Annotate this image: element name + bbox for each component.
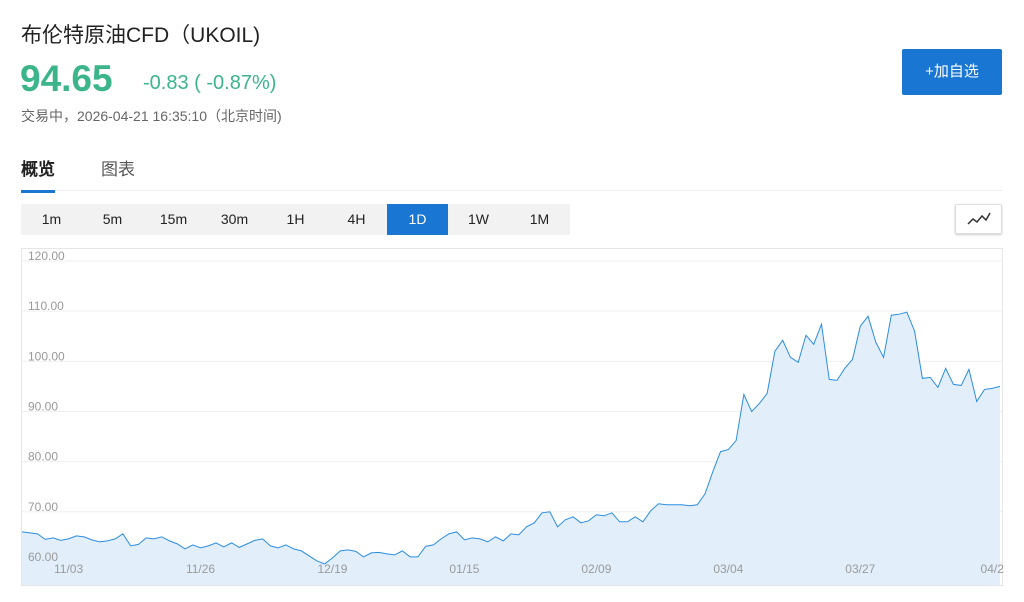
add-watchlist-button[interactable]: +加自选 xyxy=(902,49,1002,95)
interval-button[interactable]: 1H xyxy=(286,211,305,227)
interval-button[interactable]: 15m xyxy=(159,211,188,227)
x-tick-label: 04/2 xyxy=(981,562,1005,576)
price-change: -0.83 ( -0.87%) xyxy=(143,72,277,94)
chart-frame xyxy=(21,248,1003,586)
x-tick-label: 02/09 xyxy=(581,562,611,576)
y-tick-label: 100.00 xyxy=(28,349,65,363)
price-line xyxy=(21,311,1001,565)
y-tick-label: 90.00 xyxy=(28,399,58,413)
y-tick-label: 70.00 xyxy=(28,500,58,514)
y-tick-label: 60.00 xyxy=(28,550,58,564)
tab[interactable]: 图表 xyxy=(101,160,135,179)
y-tick-label: 120.00 xyxy=(28,249,65,263)
interval-button[interactable]: 4H xyxy=(347,211,366,227)
chart-style-icon xyxy=(967,212,991,225)
instrument-title: 布伦特原油CFD（UKOIL) xyxy=(21,24,261,47)
interval-button[interactable]: 5m xyxy=(102,211,123,227)
x-tick-label: 03/27 xyxy=(845,562,875,576)
tabs: 概览 图表 xyxy=(21,155,1002,193)
x-tick-label: 11/26 xyxy=(186,562,215,576)
interval-bar: 1m 5m 15m 30m 1H 4H 1D 1W 1M xyxy=(21,204,570,235)
interval-button[interactable]: 1D xyxy=(387,204,448,235)
interval-button[interactable]: 1M xyxy=(529,211,550,227)
interval-button[interactable]: 30m xyxy=(220,211,249,227)
interval-button[interactable]: 1W xyxy=(468,211,489,227)
price: 94.65 xyxy=(20,58,113,99)
x-tick-label: 11/03 xyxy=(54,562,83,576)
chart-style-button[interactable] xyxy=(955,204,1002,234)
area-fill xyxy=(22,312,1000,585)
x-tick-label: 12/19 xyxy=(317,562,347,576)
trade-status: 交易中，2026-04-21 16:35:10（北京时间) xyxy=(21,108,282,124)
interval-button[interactable]: 1m xyxy=(41,211,62,227)
y-tick-label: 110.00 xyxy=(28,299,64,313)
tab[interactable]: 概览 xyxy=(21,155,55,193)
x-tick-label: 03/04 xyxy=(713,562,743,576)
y-tick-label: 80.00 xyxy=(28,450,58,464)
x-tick-label: 01/15 xyxy=(449,562,479,576)
